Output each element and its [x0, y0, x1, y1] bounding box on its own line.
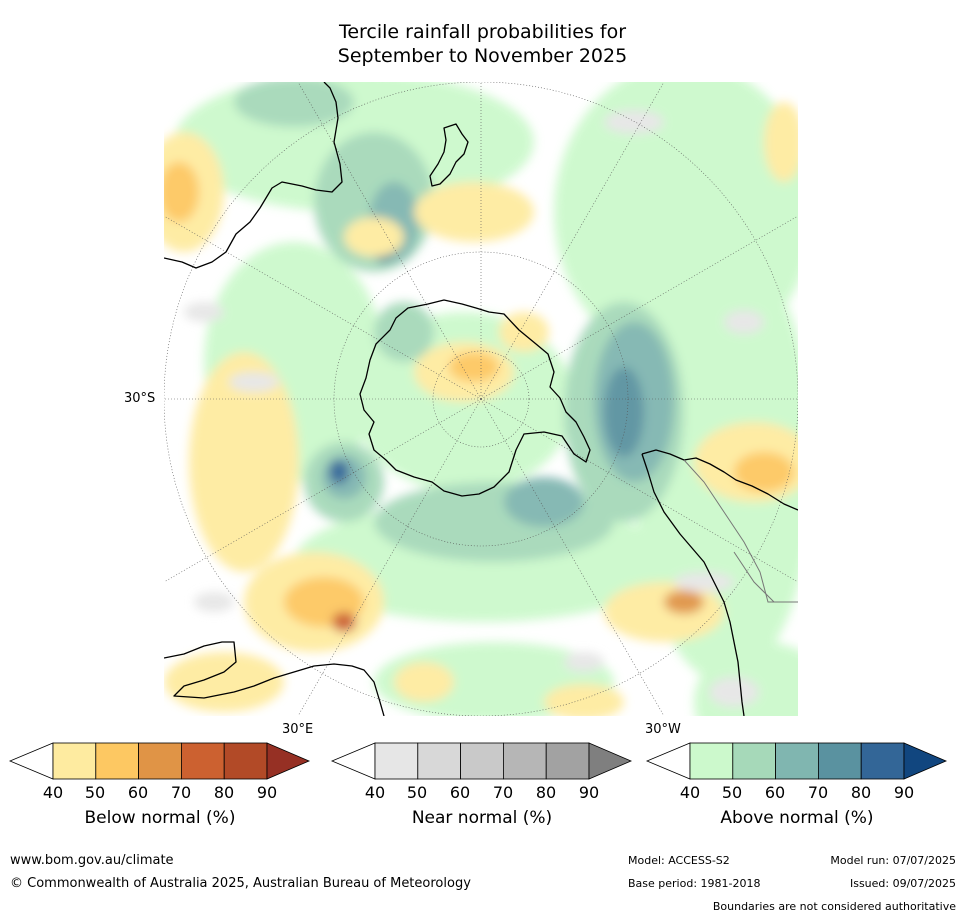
- tick: 60: [764, 783, 786, 802]
- colorbar-above: [645, 742, 948, 780]
- copyright-text: © Commonwealth of Australia 2025, Austra…: [10, 876, 471, 891]
- colorbar-swatch: [52, 742, 97, 780]
- chart-title: Tercile rainfall probabilities for Septe…: [0, 20, 965, 68]
- colorbar-extend-low: [8, 742, 54, 780]
- colorbar-swatch: [417, 742, 462, 780]
- tick: 80: [213, 783, 235, 802]
- south-america-coastline: [641, 449, 798, 511]
- graticule: [164, 82, 798, 716]
- new-zealand-coastline: [429, 123, 469, 187]
- tick: 60: [449, 783, 471, 802]
- probability-fields: [164, 82, 798, 716]
- australia-coastline: [164, 82, 343, 269]
- colorbar-above-label: Above normal (%): [720, 808, 874, 828]
- colorbar-swatch: [180, 742, 225, 780]
- south-america-west: [641, 453, 745, 716]
- title-line-1: Tercile rainfall probabilities for: [338, 21, 627, 43]
- colorbar-swatch: [374, 742, 419, 780]
- colorbar-below-label: Below normal (%): [84, 808, 236, 828]
- colorbar-above-swatches: [645, 742, 948, 780]
- tick: 50: [84, 783, 106, 802]
- colorbar-swatch: [223, 742, 268, 780]
- colorbar-extend-low: [330, 742, 376, 780]
- colorbar-swatch: [775, 742, 819, 780]
- colorbar-swatch: [138, 742, 182, 780]
- probability-map: [164, 82, 798, 716]
- tick: 70: [807, 783, 829, 802]
- tick: 50: [721, 783, 743, 802]
- colorbar-swatch: [817, 742, 862, 780]
- colorbar-swatch: [689, 742, 734, 780]
- colorbar-swatch: [860, 742, 905, 780]
- colorbar-near-swatches: [330, 742, 633, 780]
- tick: 90: [256, 783, 278, 802]
- disclaimer-text: Boundaries are not considered authoritat…: [712, 900, 956, 913]
- colorbar-extend-high: [266, 742, 311, 780]
- tick: 50: [406, 783, 428, 802]
- tick: 70: [492, 783, 514, 802]
- tick: 80: [535, 783, 557, 802]
- tick: 80: [850, 783, 872, 802]
- tick: 60: [127, 783, 149, 802]
- tick: 70: [170, 783, 192, 802]
- colorbar-swatch: [502, 742, 547, 780]
- antarctica-coastline: [359, 299, 591, 497]
- title-line-2: September to November 2025: [337, 45, 628, 67]
- website-link[interactable]: www.bom.gov.au/climate: [10, 853, 174, 868]
- tick: 90: [578, 783, 600, 802]
- tick: 40: [364, 783, 386, 802]
- colorbar-extend-high: [588, 742, 633, 780]
- lat-label-30s: 30°S: [124, 391, 156, 406]
- colorbar-extend-low: [645, 742, 691, 780]
- colorbar-below-swatches: [8, 742, 311, 780]
- colorbar-near-label: Near normal (%): [411, 808, 553, 828]
- model-text: Model: ACCESS-S2: [628, 854, 730, 867]
- colorbar-extend-high: [903, 742, 948, 780]
- colorbar-swatch: [95, 742, 140, 780]
- coastlines: [164, 82, 798, 716]
- colorbar-swatch: [545, 742, 590, 780]
- base-period-text: Base period: 1981-2018: [628, 877, 761, 890]
- model-run-text: Model run: 07/07/2025: [830, 854, 956, 867]
- lon-label-30e: 30°E: [282, 722, 314, 737]
- colorbar-near: [330, 742, 633, 780]
- colorbar-swatch: [460, 742, 504, 780]
- issued-text: Issued: 09/07/2025: [849, 877, 956, 890]
- tick: 40: [42, 783, 64, 802]
- colorbar-below: [8, 742, 311, 780]
- colorbar-swatch: [732, 742, 777, 780]
- tick: 40: [679, 783, 701, 802]
- tick: 90: [893, 783, 915, 802]
- country-borders: [683, 459, 798, 603]
- africa-coastline: [164, 641, 385, 716]
- lon-label-30w: 30°W: [645, 722, 681, 737]
